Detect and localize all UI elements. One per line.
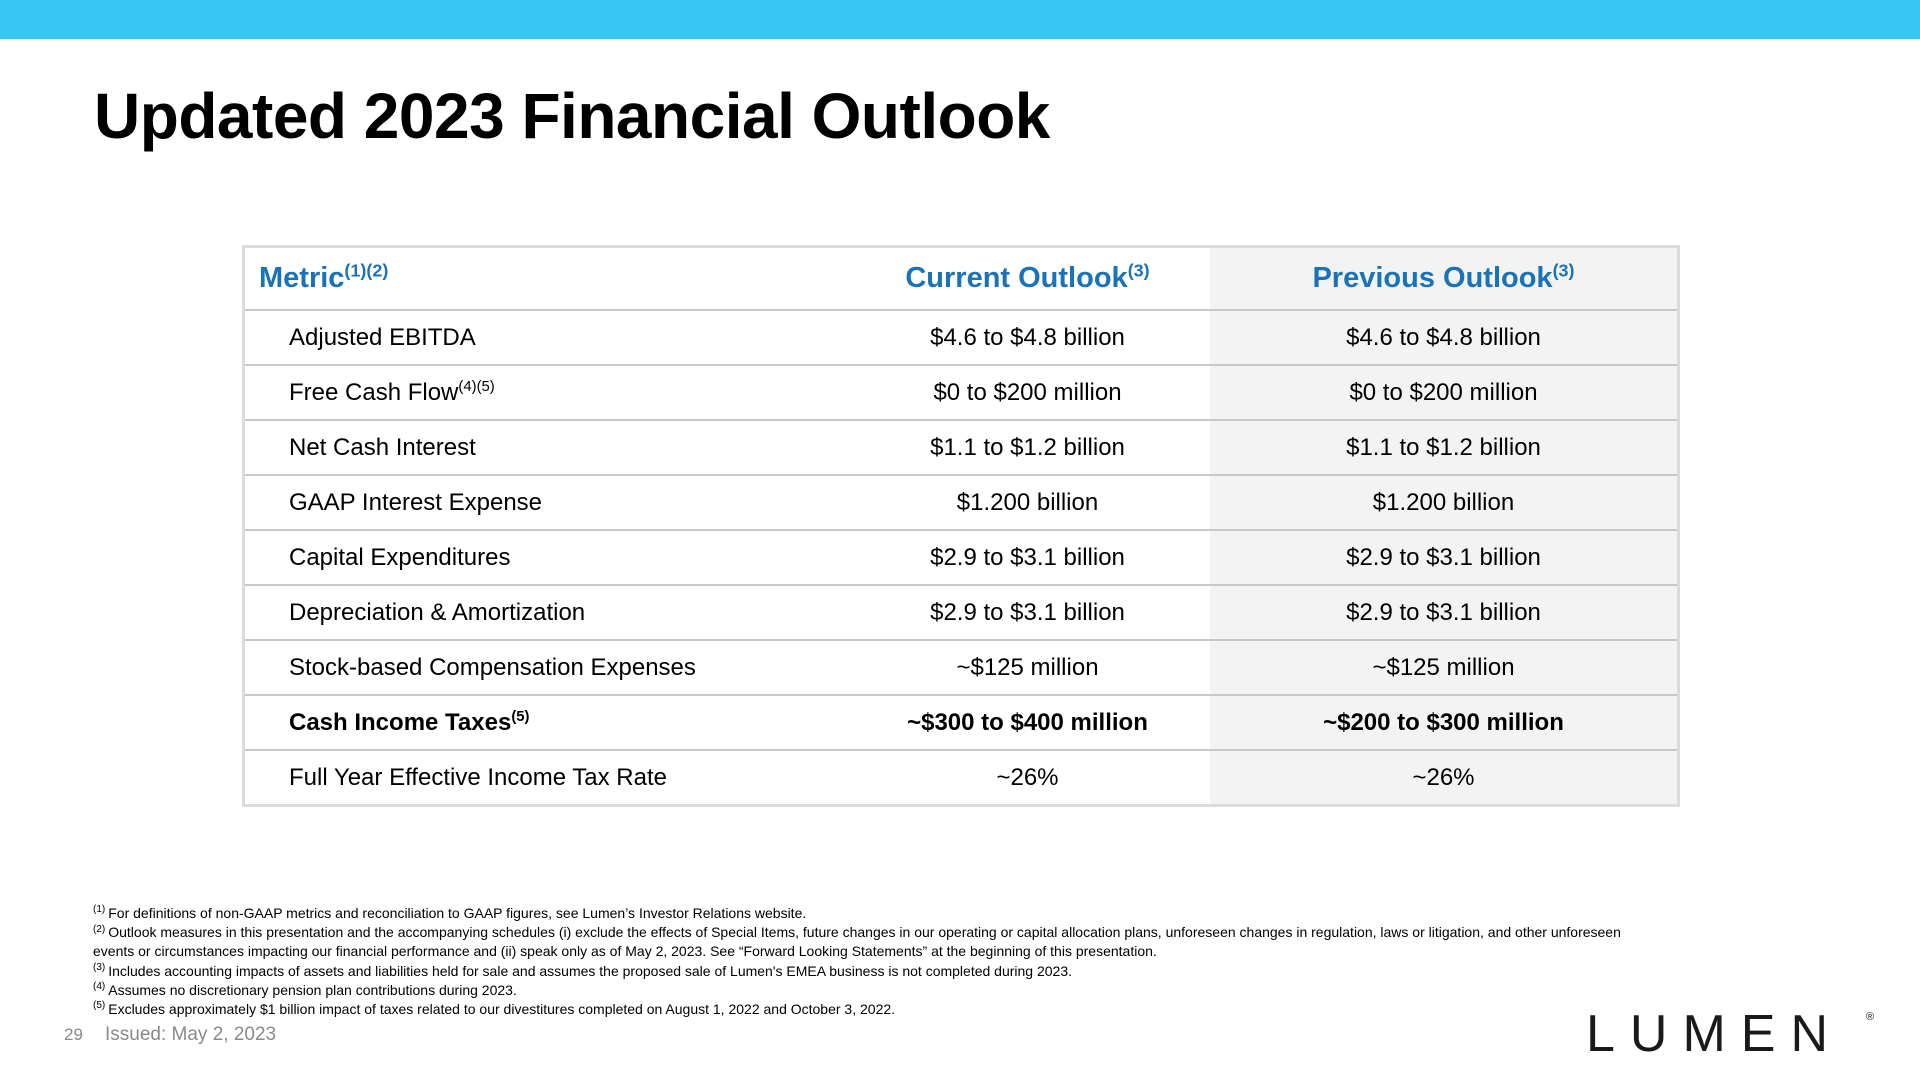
header-current-outlook: Current Outlook(3)	[845, 248, 1210, 311]
row-previous-value: $2.9 to $3.1 billion	[1210, 585, 1677, 641]
table-row: Free Cash Flow(4)(5) $0 to $200 million …	[245, 365, 1677, 421]
row-metric: Free Cash Flow(4)(5)	[245, 365, 845, 421]
row-current-value: $2.9 to $3.1 billion	[845, 530, 1210, 586]
table-row: Full Year Effective Income Tax Rate ~26%…	[245, 750, 1677, 804]
row-metric: Cash Income Taxes(5)	[245, 695, 845, 751]
footnote: (3) Includes accounting impacts of assets…	[93, 961, 1073, 979]
row-previous-value: $1.1 to $1.2 billion	[1210, 420, 1677, 476]
row-current-value: ~26%	[996, 763, 1059, 791]
footnotes: (1) For definitions of non-GAAP metrics a…	[93, 904, 1653, 1019]
row-current-value: $2.9 to $3.1 billion	[845, 585, 1210, 641]
row-previous-value: ~26%	[1210, 750, 1677, 804]
table-row: Adjusted EBITDA $4.6 to $4.8 billion $4.…	[245, 310, 1677, 366]
top-accent-bar	[0, 0, 1920, 39]
header-previous-outlook: Previous Outlook(3)	[1210, 248, 1677, 311]
table-header-row: Metric(1)(2) Current Outlook(3) Previous…	[245, 248, 1677, 311]
row-metric: Depreciation & Amortization	[245, 585, 845, 641]
row-metric: GAAP Interest Expense	[245, 475, 845, 531]
table-row: Capital Expenditures $2.9 to $3.1 billio…	[245, 530, 1677, 586]
row-previous-value: $1.200 billion	[1210, 475, 1677, 531]
lumen-logo: LUMEN ®	[1586, 1005, 1874, 1060]
row-metric: Full Year Effective Income Tax Rate	[289, 763, 667, 791]
table-row: Stock-based Compensation Expenses ~$125 …	[245, 640, 1677, 696]
table-row: Depreciation & Amortization $2.9 to $3.1…	[245, 585, 1677, 641]
row-previous-value: ~$200 to $300 million	[1210, 695, 1677, 751]
row-current-value: $4.6 to $4.8 billion	[845, 310, 1210, 366]
row-metric: Capital Expenditures	[245, 530, 845, 586]
row-metric: Stock-based Compensation Expenses	[245, 640, 845, 696]
row-current-value: $0 to $200 million	[845, 365, 1210, 421]
row-previous-value: $0 to $200 million	[1210, 365, 1677, 421]
issued-date: Issued: May 2, 2023	[105, 1024, 277, 1045]
row-metric: Adjusted EBITDA	[245, 310, 845, 366]
row-previous-value: ~$125 million	[1210, 640, 1677, 696]
row-metric: Net Cash Interest	[245, 420, 845, 476]
footnote: (4) Assumes no discretionary pension plan…	[93, 981, 517, 998]
table-row: GAAP Interest Expense $1.200 billion $1.…	[245, 475, 1677, 531]
table-row: Cash Income Taxes(5) ~$300 to $400 milli…	[245, 695, 1677, 751]
footnote: (5) Excludes approximately $1 billion imp…	[93, 1000, 896, 1018]
row-current-value: ~$125 million	[845, 640, 1210, 696]
footnote: (1) For definitions of non-GAAP metrics a…	[93, 904, 807, 921]
row-current-value: $1.1 to $1.2 billion	[845, 420, 1210, 476]
row-previous-value: $4.6 to $4.8 billion	[1210, 310, 1677, 366]
page-title: Updated 2023 Financial Outlook	[94, 80, 1050, 152]
table-row: Net Cash Interest $1.1 to $1.2 billion $…	[245, 420, 1677, 476]
header-metric: Metric(1)(2)	[245, 248, 845, 311]
row-current-value: $1.200 billion	[845, 475, 1210, 531]
footnote: (2) Outlook measures in this presentation…	[93, 923, 1621, 960]
lumen-logo-text: LUMEN	[1586, 1005, 1843, 1060]
row-previous-value: $2.9 to $3.1 billion	[1210, 530, 1677, 586]
row-current-value: ~$300 to $400 million	[845, 695, 1210, 751]
registered-mark: ®	[1866, 1011, 1874, 1023]
outlook-table: Metric(1)(2) Current Outlook(3) Previous…	[242, 245, 1680, 807]
page-number: 29	[64, 1025, 83, 1044]
